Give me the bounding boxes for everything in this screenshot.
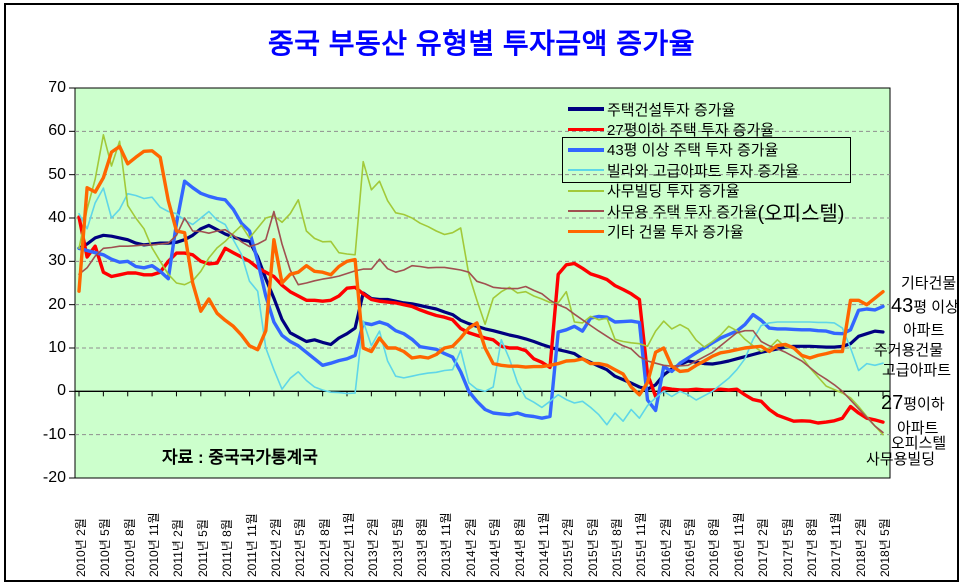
x-axis-label: 2013년 11월 [439, 512, 454, 577]
series-line-5 [78, 210, 884, 434]
legend-highlight-box [562, 137, 851, 183]
legend-item-5: 사무용 주택 투자 증가율 (오피스텔) [568, 201, 844, 225]
x-axis-label: 2017년 2월 [756, 518, 771, 577]
right-annotation-number: 43 [891, 295, 914, 317]
x-axis-label: 2011년 2월 [171, 519, 186, 577]
y-axis-label: -10 [42, 425, 66, 443]
x-axis-label: 2015년 11월 [634, 512, 649, 577]
x-axis-label: 2010년 8월 [122, 518, 137, 577]
right-annotation-number: 27 [881, 392, 904, 414]
right-annotation-3: 주거용건물 [874, 342, 944, 359]
x-axis-label: 2013년 2월 [366, 518, 381, 577]
legend-item-0: 주택건설투자 증가율 [568, 99, 735, 119]
source-note: 자료 : 중국국가통계국 [162, 448, 318, 467]
x-axis-label: 2012년 2월 [268, 518, 283, 577]
x-axis-label: 2015년 2월 [561, 518, 576, 577]
legend-label: 43평 이상 주택 투자 증가율 [607, 142, 779, 160]
right-annotation-8: 사무용빌딩 [866, 451, 936, 468]
y-axis-label: 60 [48, 122, 66, 140]
legend-swatch [568, 127, 604, 132]
x-axis-label: 2016년 8월 [707, 518, 722, 577]
x-axis-label: 2012년 5월 [293, 518, 308, 577]
x-axis-label: 2010년 5월 [98, 518, 113, 577]
series-line-6 [77, 144, 885, 397]
right-annotation-7: 오피스텔 [891, 435, 947, 452]
legend-item-4: 사무빌딩 투자 증가율 [568, 181, 740, 201]
x-axis-label: 2010년 2월 [74, 518, 88, 577]
legend-item-6: 기타 건물 투자 증가율 [568, 221, 744, 241]
x-axis-label: 2018년 2월 [853, 518, 868, 577]
legend-swatch [568, 189, 604, 192]
x-axis-label: 2012년 8월 [317, 518, 332, 577]
y-axis-label: 70 [48, 79, 66, 96]
x-axis-label: 2015년 5월 [585, 518, 600, 577]
x-axis-label: 2014년 8월 [512, 518, 527, 577]
x-axis-label: 2014년 5월 [488, 518, 503, 577]
x-axis-label: 2011년 8월 [220, 519, 235, 577]
legend-label: 사무빌딩 투자 증가율 [607, 183, 740, 201]
series-line-2 [77, 179, 885, 420]
y-axis-label: 40 [48, 209, 66, 226]
legend-label: 27평이하 주택 투자 증가율 [607, 121, 775, 139]
legend-label: 주택건설투자 증가율 [607, 101, 736, 119]
legend-swatch [568, 229, 604, 234]
legend-item-3: 빌라와 고급아파트 투자 증가율 [568, 160, 799, 180]
legend-swatch [568, 148, 604, 152]
right-annotation-4: 고급아파트 [882, 362, 952, 379]
right-annotation-5: 27평이하 [881, 392, 945, 414]
x-axis-label: 2016년 11월 [731, 512, 746, 577]
y-axis-label: 50 [48, 165, 66, 183]
legend-item-1: 27평이하 주택 투자 증가율 [568, 119, 774, 139]
y-axis-label: 0 [57, 382, 66, 400]
legend-label: 사무용 주택 투자 증가율 [607, 203, 758, 221]
legend-label-suffix: (오피스텔) [757, 202, 845, 225]
y-axis-label: -20 [42, 469, 66, 486]
x-axis-label: 2014년 11월 [536, 512, 551, 577]
x-axis-label: 2016년 5월 [683, 518, 698, 577]
legend-label: 빌라와 고급아파트 투자 증가율 [607, 162, 799, 180]
right-annotation-2: 아파트 [903, 322, 945, 339]
x-axis-label: 2015년 8월 [609, 518, 624, 577]
series-line-0 [77, 223, 885, 391]
chart-title: 중국 부동산 유형별 투자금액 증가율 [267, 28, 696, 59]
legend-swatch [568, 210, 604, 212]
right-annotation-0: 기타건물 [901, 275, 957, 292]
right-annotation-6: 아파트 [897, 420, 939, 437]
legend-label: 기타 건물 투자 증가율 [607, 223, 744, 241]
y-axis-label: 30 [48, 252, 66, 270]
x-axis-label: 2017년 8월 [804, 518, 819, 577]
right-annotation-1: 43평 이상 [891, 295, 959, 317]
legend-swatch [568, 107, 604, 111]
x-axis-label: 2011년 11월 [244, 513, 259, 577]
x-axis-label: 2011년 5월 [195, 519, 210, 577]
x-axis-label: 2013년 5월 [390, 518, 405, 577]
legend-item-2: 43평 이상 주택 투자 증가율 [568, 140, 778, 160]
legend-swatch [568, 169, 604, 172]
x-axis-label: 2014년 2월 [463, 518, 478, 577]
x-axis-label: 2017년 11월 [829, 512, 844, 577]
x-axis-label: 2018년 5월 [877, 518, 892, 577]
x-axis-label: 2012년 11월 [341, 512, 356, 577]
y-axis-label: 20 [48, 295, 66, 313]
series-line-4 [78, 134, 884, 436]
y-axis-label: 10 [48, 339, 66, 356]
x-axis-label: 2010년 11월 [147, 512, 162, 577]
x-axis-label: 2013년 8월 [415, 518, 430, 577]
x-axis-label: 2016년 2월 [658, 518, 673, 577]
x-axis-label: 2017년 5월 [780, 518, 795, 577]
